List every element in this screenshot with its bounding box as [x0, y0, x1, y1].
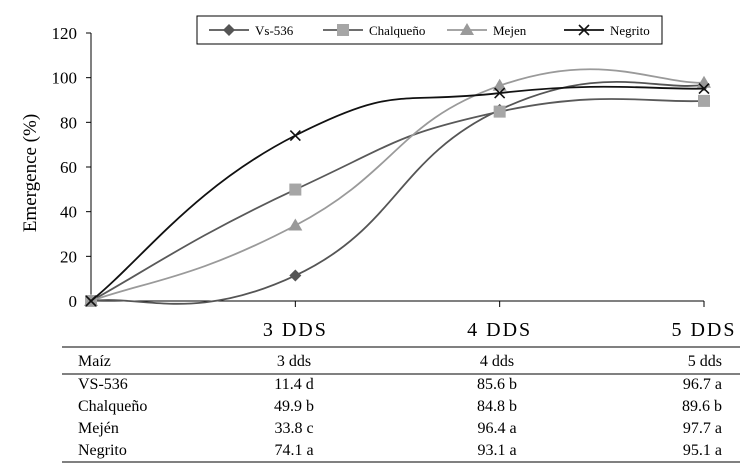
- x-marker-stroke: [85, 295, 97, 307]
- x-marker-stroke: [289, 129, 301, 142]
- table-cell: 84.8 b: [477, 398, 517, 415]
- x-marker-stroke: [698, 83, 710, 95]
- series-mejen: [84, 68, 711, 306]
- data-table: Maíz 3 dds 4 dds 5 dds VS-536 11.4 d 85.6 b 96.…: [62, 346, 740, 463]
- triangle-marker: [288, 218, 303, 231]
- y-tick-label: 20: [60, 247, 77, 266]
- table-cell: Chalqueño: [78, 398, 147, 415]
- table-cell: 49.9 b: [274, 398, 314, 415]
- table-row: Chalqueño 49.9 b 84.8 b 89.6 b: [78, 398, 722, 415]
- diamond-marker: [289, 269, 302, 282]
- y-tick-label: 120: [52, 24, 78, 43]
- square-marker: [698, 94, 710, 107]
- legend-item: Vs-536: [209, 23, 294, 38]
- legend-label: Mejen: [493, 23, 527, 38]
- y-tick-label: 0: [69, 292, 78, 311]
- legend-label: Vs-536: [255, 23, 294, 38]
- table-cell: Mején: [78, 420, 119, 437]
- triangle-marker: [460, 23, 474, 35]
- legend-item: Chalqueño: [323, 23, 425, 38]
- series-line: [90, 85, 705, 302]
- series-line: [90, 68, 705, 302]
- legend: Vs-536 Chalqueño Mejen Negrito: [196, 15, 663, 45]
- x-marker-stroke: [494, 87, 506, 99]
- table-header-cell: 3 dds: [277, 353, 311, 370]
- y-tick-label: 80: [60, 113, 77, 132]
- table-header-row: Maíz 3 dds 4 dds 5 dds: [78, 353, 722, 370]
- table-header-cell: 5 dds: [688, 353, 722, 370]
- series-line: [90, 80, 705, 305]
- x-marker: [85, 295, 97, 307]
- series-line: [90, 97, 705, 302]
- legend-label: Negrito: [610, 23, 650, 38]
- table-row: Mején 33.8 c 96.4 a 97.7 a: [78, 420, 722, 437]
- triangle-marker: [492, 78, 507, 91]
- legend-label: Chalqueño: [369, 23, 425, 38]
- x-category-label: 3 DDS: [263, 319, 328, 341]
- table-cell: Negrito: [78, 442, 127, 459]
- y-tick-label: 60: [60, 158, 77, 177]
- x-category-label: 4 DDS: [467, 319, 532, 341]
- table-cell: 96.7 a: [683, 376, 722, 393]
- table-cell: 89.6 b: [682, 398, 722, 415]
- table-cell: 11.4 d: [274, 376, 313, 393]
- legend-item: Mejen: [447, 23, 527, 38]
- table-cell: 96.4 a: [477, 420, 516, 437]
- table-cell: 93.1 a: [477, 442, 516, 459]
- series-lines: [84, 68, 711, 307]
- table-header-cell: Maíz: [78, 353, 111, 370]
- y-tick-label: 40: [60, 203, 77, 222]
- table-cell: 85.6 b: [477, 376, 517, 393]
- x-marker: [289, 129, 301, 142]
- x-marker: [578, 24, 590, 36]
- x-marker: [698, 83, 710, 95]
- table-cell: 74.1 a: [274, 442, 313, 459]
- series-negrito: [85, 83, 710, 307]
- diamond-marker: [223, 24, 235, 36]
- axes: 0 20 40 60 80 100 120 3 DDS 4 DDS 5 DDS Emergence …: [20, 24, 736, 341]
- series-vs-536: [85, 79, 710, 307]
- square-marker: [289, 183, 302, 196]
- table-row: VS-536 11.4 d 85.6 b 96.7 a: [78, 376, 722, 393]
- table-cell: 95.1 a: [683, 442, 722, 459]
- table-cell: 97.7 a: [683, 420, 722, 437]
- triangle-marker: [697, 75, 711, 88]
- x-marker-stroke: [578, 24, 590, 36]
- y-tick-label: 100: [52, 69, 78, 88]
- table-header-cell: 4 dds: [480, 353, 514, 370]
- x-category-label: 5 DDS: [671, 319, 736, 341]
- table-row: Negrito 74.1 a 93.1 a 95.1 a: [78, 442, 722, 459]
- legend-item: Negrito: [564, 23, 650, 38]
- table-cell: 33.8 c: [274, 420, 313, 437]
- x-marker: [494, 87, 506, 99]
- table-cell: VS-536: [78, 376, 128, 393]
- y-axis-title: Emergence (%): [20, 114, 41, 232]
- square-marker: [493, 105, 506, 118]
- square-marker: [337, 24, 349, 36]
